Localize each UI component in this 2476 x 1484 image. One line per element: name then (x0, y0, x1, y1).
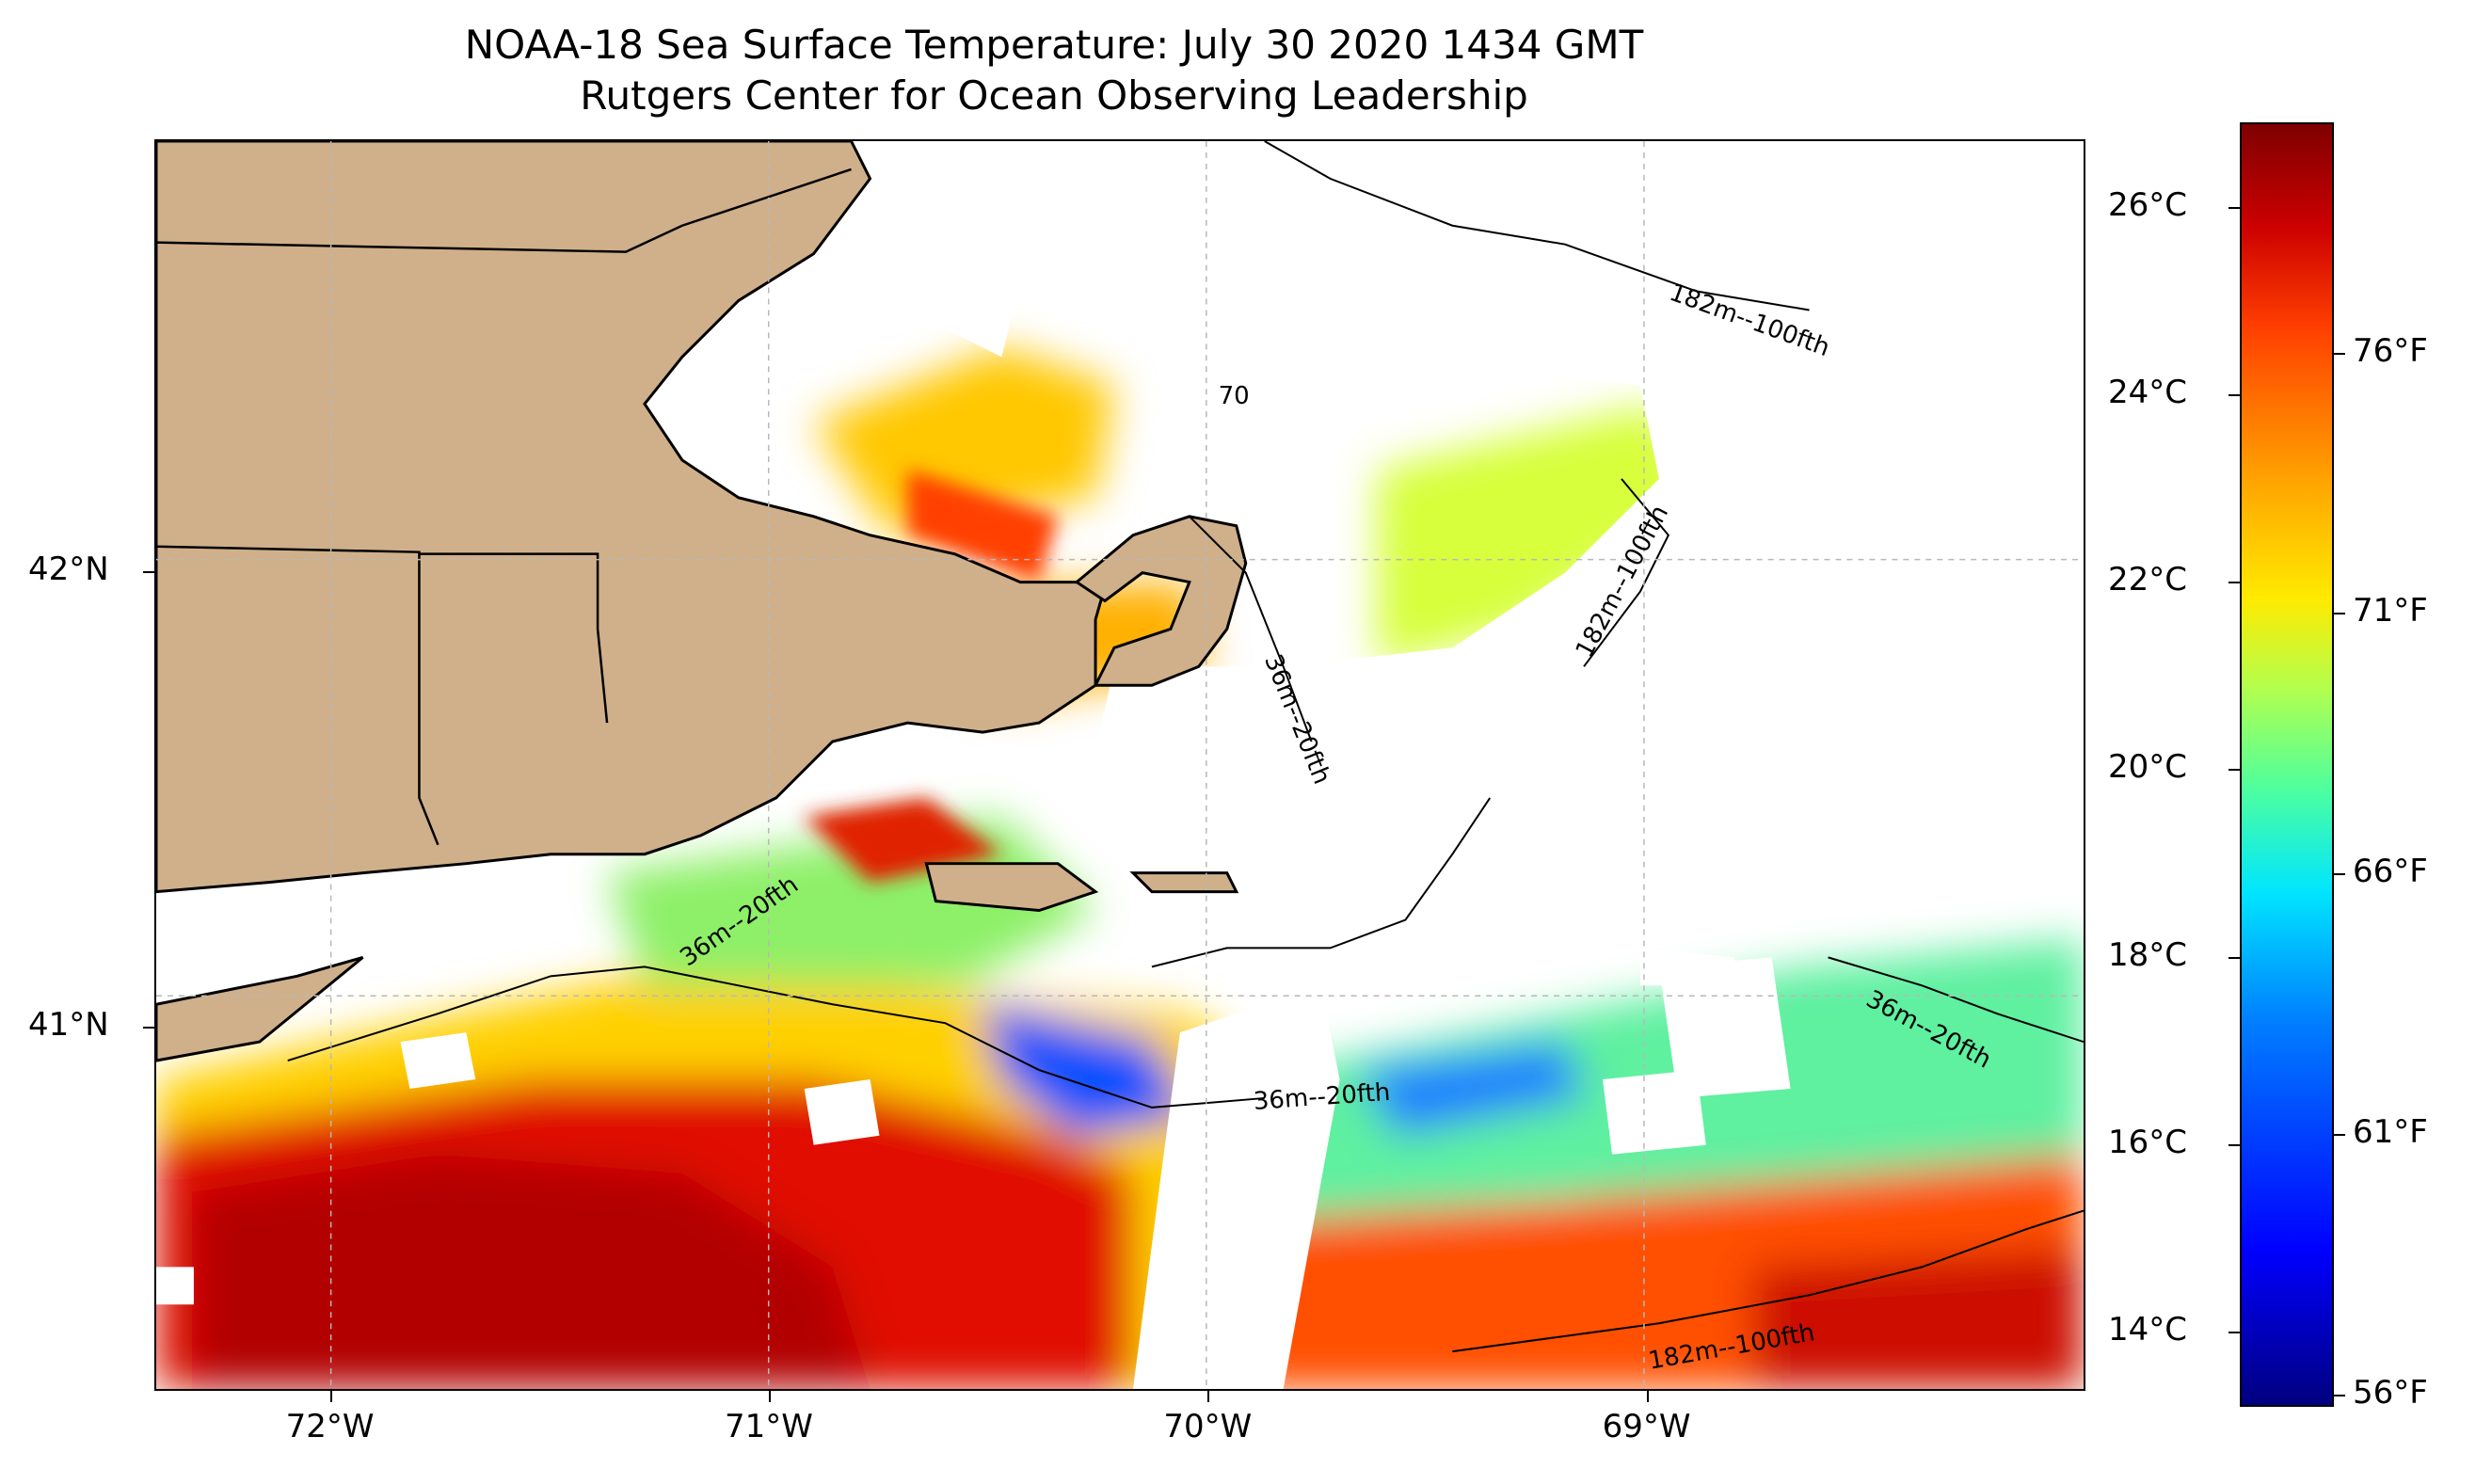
colorbar-celsius-label: 26°C (2108, 185, 2188, 224)
x-tick-label: 69°W (1602, 1408, 1691, 1445)
y-tick-mark (143, 1027, 154, 1029)
x-tick-label: 71°W (724, 1408, 813, 1445)
land-cape-cod (1074, 515, 1248, 687)
sst-georges-cool (1358, 1042, 1585, 1136)
land-long-island (156, 955, 364, 1062)
sst-map[interactable]: 182m--100fth 182m--100fth 182m--100fth 36m-… (154, 139, 2085, 1391)
contour-36m-sw (287, 965, 1265, 1109)
sst-gulf-maine-east (1377, 404, 1706, 667)
y-tick-label: 41°N (28, 1006, 109, 1045)
colorbar-celsius-label: 14°C (2108, 1311, 2188, 1349)
colorbar-celsius-tick (2228, 1332, 2240, 1334)
x-tick-label: 72°W (285, 1408, 375, 1445)
sst-buzzards-red (804, 797, 1002, 883)
contour-label: 70 (1218, 382, 1250, 411)
contour-36m-cape (1189, 516, 1313, 742)
map-title: NOAA-18 Sea Surface Temperature: July 30… (464, 22, 1644, 68)
cloud-west-gap (400, 1032, 476, 1089)
x-tick-mark (1207, 1391, 1210, 1402)
land-marthas-vineyard (924, 862, 1099, 913)
sst-detail (804, 469, 1059, 883)
colorbar-celsius-tick (2228, 206, 2240, 209)
x-tick-label: 70°W (1163, 1408, 1253, 1445)
land (156, 141, 1248, 1062)
state-borders (156, 168, 852, 846)
contour-36m-east (1828, 956, 2084, 1044)
x-tick-mark (1646, 1391, 1649, 1402)
colorbar-fahrenheit-label: 71°F (2353, 592, 2428, 630)
colorbar (2240, 122, 2334, 1407)
contour-182m-south (1452, 1209, 2084, 1353)
border-ri-ma (419, 552, 609, 724)
cloud-gulf-maine (1095, 141, 2084, 977)
y-tick-label: 42°N (28, 551, 109, 589)
colorbar-fahrenheit-label: 66°F (2353, 853, 2428, 891)
colorbar-fahrenheit-tick (2334, 1133, 2345, 1136)
colorbar-fahrenheit-label: 61°F (2353, 1112, 2428, 1151)
x-tick-mark (768, 1391, 771, 1402)
graticule (156, 141, 2084, 1389)
cloud-sw-gap (804, 1078, 880, 1145)
colorbar-celsius-tick (2228, 393, 2240, 396)
colorbar-fahrenheit-tick (2334, 352, 2345, 355)
colorbar-fahrenheit-tick (2334, 1394, 2345, 1396)
colorbar-fahrenheit-label: 76°F (2353, 331, 2428, 370)
cloud-east-gap-2 (1602, 1070, 1706, 1155)
colorbar-fahrenheit-label: 56°F (2353, 1373, 2428, 1412)
sst-ma-bay-red (907, 469, 1059, 582)
contour-182m-north (1264, 141, 1810, 311)
colorbar-celsius-label: 24°C (2108, 373, 2188, 411)
colorbar-celsius-label: 20°C (2108, 748, 2188, 787)
colorbar-celsius-tick (2228, 1144, 2240, 1147)
cloud-slope-strip (1132, 985, 1340, 1389)
cloud-north-bay (870, 141, 1106, 358)
sst-map-canvas (156, 141, 2084, 1389)
cloud-bottom-left (156, 1267, 194, 1305)
contour-36m-shoals (1151, 797, 1492, 968)
x-tick-mark (329, 1391, 332, 1402)
colorbar-celsius-tick (2228, 582, 2240, 584)
y-tick-mark (143, 571, 154, 574)
sst-southeast-core (1752, 1248, 2084, 1389)
cloud-east-gap-1 (1658, 957, 1791, 1098)
colorbar-celsius-tick (2228, 956, 2240, 959)
colorbar-fahrenheit-tick (2334, 873, 2345, 876)
border-ct-ri (156, 545, 439, 846)
colorbar-celsius-label: 22°C (2108, 561, 2188, 599)
cloud-shoal-gap (1639, 948, 1734, 986)
colorbar-fahrenheit-tick (2334, 613, 2345, 615)
colorbar-celsius-label: 16°C (2108, 1124, 2188, 1162)
sst-gulf-maine (813, 347, 1115, 535)
cloud-mask (156, 141, 2084, 1389)
border-ma (156, 168, 852, 253)
bathymetry-contours (287, 141, 2084, 1353)
map-subtitle: Rutgers Center for Ocean Observing Leade… (580, 72, 1528, 119)
colorbar-celsius-label: 18°C (2108, 935, 2188, 974)
land-nantucket (1129, 871, 1239, 894)
colorbar-celsius-tick (2228, 769, 2240, 772)
sst-southwest-core (193, 1154, 871, 1389)
contour-182m-mid (1583, 478, 1670, 667)
